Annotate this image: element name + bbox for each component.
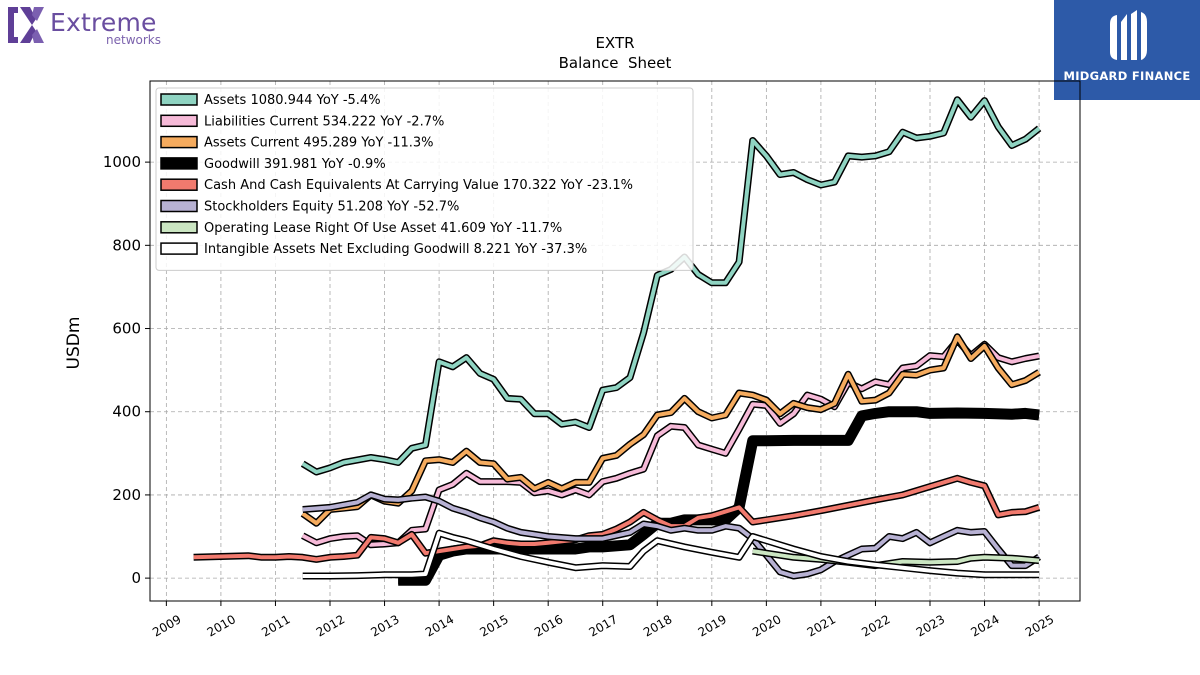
x-tick-label: 2009 bbox=[150, 612, 183, 639]
midgard-logo-icon bbox=[1110, 10, 1147, 60]
extreme-networks-logo: Extreme networks bbox=[6, 5, 181, 47]
series-line-5 bbox=[302, 492, 1041, 578]
y-axis-label: USDm bbox=[64, 317, 84, 370]
y-tick-label: 400 bbox=[112, 403, 141, 421]
x-tick-label: 2015 bbox=[477, 612, 510, 639]
legend-swatch-6 bbox=[160, 221, 198, 234]
series-line-1 bbox=[301, 338, 1040, 547]
legend-box bbox=[155, 87, 694, 271]
logo-subtext: networks bbox=[106, 33, 161, 47]
x-tick-label: 2025 bbox=[1023, 612, 1056, 639]
series-line-7 bbox=[302, 531, 1040, 578]
legend-swatch-2 bbox=[160, 135, 198, 149]
legend-swatch-0 bbox=[160, 93, 198, 106]
x-tick-label: 2021 bbox=[805, 612, 838, 639]
x-tick-label: 2010 bbox=[205, 612, 238, 639]
series-line-2 bbox=[301, 334, 1041, 526]
series-line-6 bbox=[752, 549, 1040, 568]
x-tick-label: 2018 bbox=[641, 612, 674, 639]
y-tick-label: 0 bbox=[131, 569, 141, 587]
legend-swatch-5 bbox=[160, 199, 198, 213]
y-tick-label: 600 bbox=[112, 320, 141, 338]
x-tick-label: 2023 bbox=[914, 612, 947, 639]
x-tick-label: 2016 bbox=[532, 612, 565, 639]
legend-entry-6: Operating Lease Right Of Use Asset 41.60… bbox=[204, 221, 562, 236]
legend-swatch-7 bbox=[160, 242, 198, 255]
plot-frame bbox=[149, 80, 1081, 602]
x-tick-label: 2020 bbox=[750, 612, 783, 639]
legend-swatch-4 bbox=[160, 178, 198, 191]
x-tick-label: 2022 bbox=[859, 612, 892, 639]
legend: Assets 1080.944 YoY -5.4% Liabilities Cur… bbox=[155, 87, 694, 271]
midgard-finance-badge: MIDGARD FINANCE bbox=[1054, 0, 1200, 100]
x-tick-label: 2019 bbox=[696, 612, 729, 639]
legend-entry-7: Intangible Assets Net Excluding Goodwill… bbox=[204, 242, 587, 257]
legend-entry-2: Assets Current 495.289 YoY -11.3% bbox=[204, 136, 434, 151]
logo-wordmark: Extreme bbox=[50, 8, 157, 37]
x-tick-label: 2011 bbox=[259, 612, 292, 639]
legend-entry-3: Goodwill 391.981 YoY -0.9% bbox=[204, 157, 386, 172]
y-tick-label: 200 bbox=[112, 486, 141, 504]
badge-label: MIDGARD FINANCE bbox=[1063, 69, 1191, 83]
legend-entry-4: Cash And Cash Equivalents At Carrying Va… bbox=[204, 178, 633, 193]
y-tick-label: 800 bbox=[112, 236, 141, 254]
x-tick-label: 2014 bbox=[423, 612, 456, 639]
x-tick-label: 2024 bbox=[968, 612, 1001, 639]
x-tick-label: 2017 bbox=[587, 612, 620, 639]
legend-entry-1: Liabilities Current 534.222 YoY -2.7% bbox=[204, 114, 444, 129]
legend-swatch-3 bbox=[160, 157, 198, 170]
legend-entry-0: Assets 1080.944 YoY -5.4% bbox=[204, 93, 381, 108]
chart-subtitle: Balance Sheet bbox=[559, 54, 672, 72]
x-tick-label: 2013 bbox=[368, 612, 401, 639]
chart-title: EXTR bbox=[595, 34, 634, 52]
series-lines bbox=[193, 96, 1042, 586]
legend-swatch-1 bbox=[160, 114, 198, 128]
y-tick-label: 1000 bbox=[103, 153, 141, 171]
x-tick-label: 2012 bbox=[314, 612, 347, 639]
legend-entry-5: Stockholders Equity 51.208 YoY -52.7% bbox=[204, 200, 459, 215]
extreme-logo-mark-icon bbox=[8, 7, 44, 43]
